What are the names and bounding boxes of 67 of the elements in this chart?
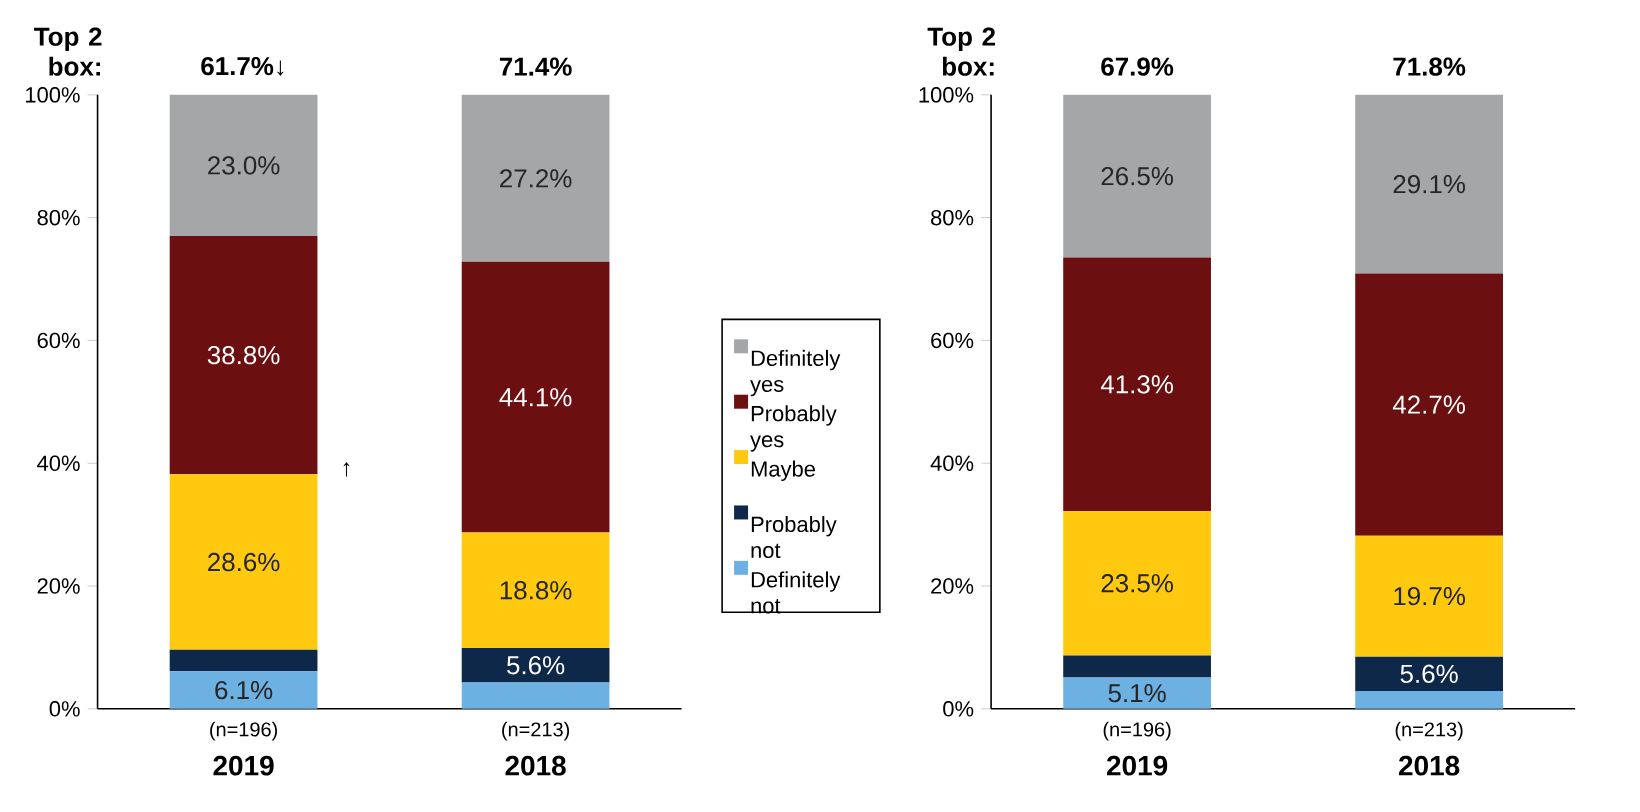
- data-label: 44.1%: [499, 388, 572, 407]
- data-label: 41.3%: [1100, 375, 1173, 394]
- bar: [169, 671, 318, 709]
- data-label: 5.6%: [1400, 664, 1458, 684]
- x-tick-label: 2019: [213, 755, 274, 776]
- data-label: 18.8%: [500, 581, 572, 600]
- text: Top 2 box:: [927, 27, 995, 76]
- annotation: 71.8%: [1393, 57, 1466, 76]
- legend-label: Maybe: [751, 460, 815, 482]
- text: (n=213): [1395, 722, 1463, 741]
- bar: [1355, 656, 1503, 692]
- bar: [461, 262, 610, 533]
- y-tick-label: 80%: [931, 210, 974, 226]
- bar: [169, 474, 318, 651]
- x-tick-label: 2018: [505, 755, 566, 776]
- y-tick-label: 0%: [943, 701, 974, 717]
- bar: [1355, 535, 1503, 657]
- y-tick-label: 60%: [931, 332, 974, 349]
- y-tick-label: 0%: [49, 701, 80, 717]
- bar: [1355, 95, 1503, 274]
- bar: [1355, 691, 1503, 709]
- bar: [461, 95, 610, 263]
- y-tick-label: 60%: [37, 332, 80, 349]
- bar: [461, 532, 610, 649]
- y-tick-label: 20%: [931, 578, 974, 594]
- legend-label: Probably not: [751, 516, 837, 559]
- bar: [1063, 257, 1211, 512]
- annotation: 71.4%: [499, 57, 572, 76]
- data-label: 27.2%: [500, 169, 572, 188]
- legend-label: Probably yes: [750, 405, 837, 452]
- data-label: 6.1%: [215, 681, 273, 700]
- annotation: 61.7%↓: [201, 57, 284, 76]
- data-label: 28.6%: [208, 553, 280, 572]
- bar: [1063, 511, 1211, 656]
- x-tick-label: 2018: [1398, 755, 1460, 776]
- bar: [1355, 273, 1503, 536]
- data-label: 5.6%: [507, 656, 565, 675]
- text: Top 2 box:: [34, 27, 102, 76]
- annotation: ↑: [343, 462, 350, 477]
- y-tick-label: 80%: [37, 210, 80, 226]
- bar: [169, 650, 318, 672]
- text: (n=196): [1103, 722, 1171, 741]
- y-tick-label: 40%: [37, 455, 80, 472]
- y-tick-label: 40%: [930, 455, 974, 472]
- data-label: 19.7%: [1394, 587, 1465, 606]
- y-tick-label: 100%: [919, 87, 974, 103]
- x-tick-label: 2019: [1106, 755, 1168, 776]
- data-label: 23.5%: [1101, 574, 1173, 593]
- legend-label: Definitely yes: [750, 350, 841, 397]
- y-tick-label: 20%: [37, 578, 80, 594]
- data-label: 38.8%: [207, 346, 280, 365]
- data-label: 5.1%: [1108, 684, 1166, 703]
- data-label: 26.5%: [1101, 167, 1173, 186]
- data-label: 23.0%: [208, 156, 280, 175]
- annotation: 67.9%: [1101, 57, 1174, 76]
- text: (n=196): [210, 722, 278, 741]
- data-label: 42.7%: [1392, 395, 1465, 414]
- bar: [1063, 655, 1211, 678]
- bar: [1063, 95, 1211, 258]
- bar: [1063, 677, 1211, 709]
- bar: [169, 236, 318, 475]
- data-label: 29.1%: [1393, 175, 1465, 194]
- bar: [461, 648, 610, 683]
- bar: [169, 95, 318, 237]
- text: (n=213): [502, 722, 570, 741]
- bar: [461, 682, 610, 709]
- y-tick-label: 100%: [26, 87, 80, 103]
